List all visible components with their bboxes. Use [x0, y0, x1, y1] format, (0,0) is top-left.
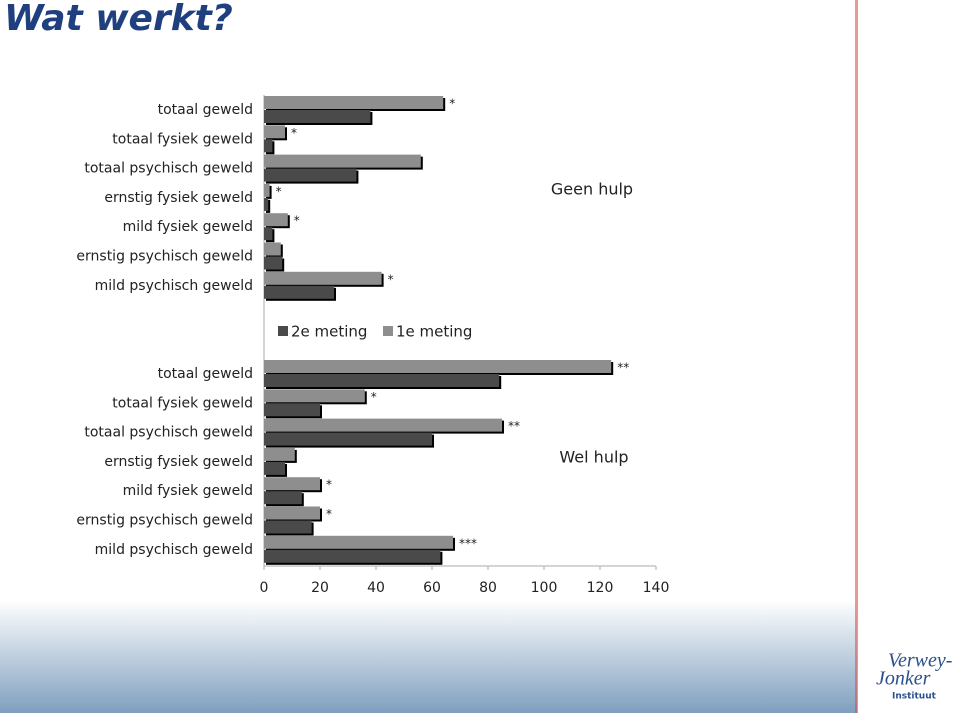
- y-tick-label: totaal geweld: [158, 102, 253, 118]
- bar: [264, 389, 365, 403]
- x-tick-label: 60: [423, 580, 441, 596]
- y-tick-label: totaal fysiek geweld: [112, 131, 253, 147]
- bar: [264, 139, 273, 153]
- bar: [264, 227, 273, 241]
- bar: [264, 242, 281, 256]
- bar: [264, 256, 283, 270]
- significance-label: *: [291, 126, 297, 140]
- significance-label: *: [276, 184, 282, 198]
- significance-label: *: [294, 214, 300, 228]
- bar: [264, 432, 432, 446]
- bar: [264, 271, 382, 285]
- significance-label: *: [388, 272, 394, 286]
- significance-label: *: [371, 390, 377, 404]
- bar: [264, 535, 453, 549]
- panel-label: Geen hulp: [551, 180, 633, 199]
- y-tick-label: totaal psychisch geweld: [84, 425, 253, 441]
- legend-label: 1e meting: [396, 323, 472, 341]
- significance-label: *: [326, 507, 332, 521]
- significance-label: **: [508, 419, 520, 433]
- logo-text: Jonker: [876, 668, 931, 690]
- bar: [264, 197, 269, 211]
- bar: [264, 520, 312, 534]
- logo-text: Instituut: [892, 692, 937, 702]
- bar: [264, 418, 502, 432]
- bar: [264, 549, 441, 563]
- bar: [264, 168, 357, 182]
- bar: [264, 461, 285, 475]
- bar: [264, 96, 444, 109]
- x-tick-label: 40: [367, 580, 385, 596]
- y-tick-label: totaal fysiek geweld: [112, 395, 253, 411]
- logo-text: Verwey-: [888, 650, 952, 672]
- bar: [264, 213, 288, 227]
- y-tick-label: totaal geweld: [158, 366, 253, 382]
- y-tick-label: totaal psychisch geweld: [84, 161, 253, 177]
- x-tick-label: 120: [587, 580, 614, 596]
- bar: [264, 477, 320, 491]
- x-tick-label: 20: [311, 580, 329, 596]
- legend-label: 2e meting: [291, 323, 367, 341]
- significance-label: *: [326, 478, 332, 492]
- x-tick-label: 100: [531, 580, 558, 596]
- y-tick-label: mild fysiek geweld: [123, 483, 253, 499]
- significance-label: *: [449, 97, 455, 111]
- legend-swatch: [278, 326, 288, 336]
- y-tick-label: ernstig fysiek geweld: [104, 190, 253, 206]
- significance-label: ***: [459, 536, 477, 550]
- bar: [264, 110, 371, 123]
- bar: [264, 447, 295, 461]
- slide-title: Wat werkt?: [4, 0, 233, 39]
- red-divider: [855, 0, 858, 713]
- bar: [264, 285, 334, 299]
- bar: [264, 125, 285, 139]
- bar: [264, 403, 320, 417]
- bar: [264, 360, 612, 373]
- bar: [264, 491, 302, 505]
- crowd-background: [0, 600, 857, 713]
- x-tick-label: 140: [643, 580, 670, 596]
- bar: [264, 183, 270, 197]
- y-tick-label: mild psychisch geweld: [95, 542, 253, 558]
- panel-label: Wel hulp: [559, 448, 628, 467]
- bar: [264, 374, 500, 387]
- x-tick-label: 80: [479, 580, 497, 596]
- y-tick-label: mild psychisch geweld: [95, 278, 253, 294]
- y-tick-label: ernstig psychisch geweld: [76, 249, 253, 265]
- significance-label: **: [617, 361, 629, 375]
- legend-swatch: [383, 326, 393, 336]
- bar: [264, 506, 320, 520]
- bar: [264, 154, 421, 168]
- y-tick-label: ernstig fysiek geweld: [104, 454, 253, 470]
- y-tick-label: mild fysiek geweld: [123, 219, 253, 235]
- x-tick-label: 0: [260, 580, 269, 596]
- y-tick-label: ernstig psychisch geweld: [76, 513, 253, 529]
